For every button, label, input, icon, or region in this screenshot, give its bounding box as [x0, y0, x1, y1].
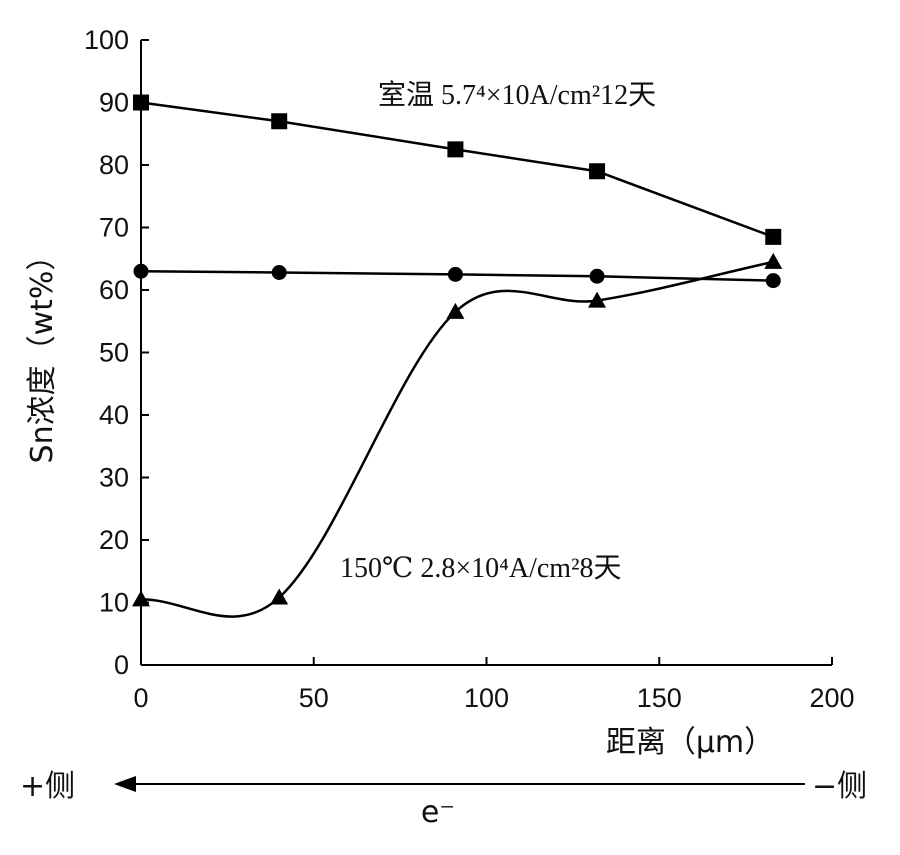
data-point-circle: [589, 268, 605, 284]
electron-label: e⁻: [421, 795, 455, 830]
annotation-upper: 室温 5.7⁴×10A/cm²12天: [378, 79, 656, 111]
data-point-circle: [133, 263, 149, 279]
y-ticks: 0 10 20 30 40 50 60 70 80 90 100: [84, 25, 149, 680]
x-tick-label: 0: [133, 683, 148, 713]
data-point-triangle: [132, 590, 150, 607]
data-point-triangle: [764, 252, 783, 269]
x-tick-label: 200: [809, 683, 854, 713]
x-tick-label: 50: [299, 683, 329, 713]
data-point-circle: [765, 273, 781, 289]
y-tick-label: 50: [99, 338, 129, 368]
data-point-square: [589, 163, 606, 180]
arrow-head: [114, 776, 136, 792]
data-point-square: [447, 141, 464, 158]
y-tick-label: 60: [99, 275, 129, 305]
data-point-square: [271, 113, 288, 130]
left-side-label: +侧: [20, 769, 75, 804]
data-point-triangle: [270, 588, 289, 605]
y-tick-label: 70: [99, 213, 129, 243]
series-lines: [140, 101, 774, 618]
y-axis-title: Sn浓度（wt%）: [25, 241, 60, 464]
y-tick-label: 80: [99, 150, 129, 180]
data-point-square: [133, 94, 149, 111]
series-line-square: [140, 101, 774, 239]
x-tick-label: 150: [637, 683, 682, 713]
y-tick-label: 100: [84, 25, 129, 55]
data-point-triangle: [446, 302, 465, 319]
series-markers: [132, 94, 783, 607]
y-tick-label: 10: [99, 588, 129, 618]
electron-direction-arrow: [114, 776, 805, 792]
plot-area: 0 10 20 30 40 50 60 70 80 90 100 0 50 100 150 200: [84, 25, 855, 713]
y-tick-label: 20: [99, 525, 129, 555]
y-tick-label: 40: [99, 400, 129, 430]
series-line-triangle: [140, 260, 774, 618]
x-ticks: 0 50 100 150 200: [133, 657, 855, 713]
data-point-triangle: [588, 291, 607, 308]
y-tick-label: 90: [99, 88, 129, 118]
y-tick-label: 0: [114, 650, 129, 680]
data-point-square: [765, 228, 782, 245]
y-tick-label: 30: [99, 463, 129, 493]
x-axis-title: 距离（μm）: [606, 725, 774, 760]
data-point-circle: [271, 265, 287, 280]
data-point-circle: [447, 266, 463, 282]
annotation-lower: 150℃ 2.8×10⁴A/cm²8天: [340, 553, 621, 584]
x-tick-label: 100: [464, 683, 509, 713]
right-side-label: −侧: [812, 769, 867, 804]
